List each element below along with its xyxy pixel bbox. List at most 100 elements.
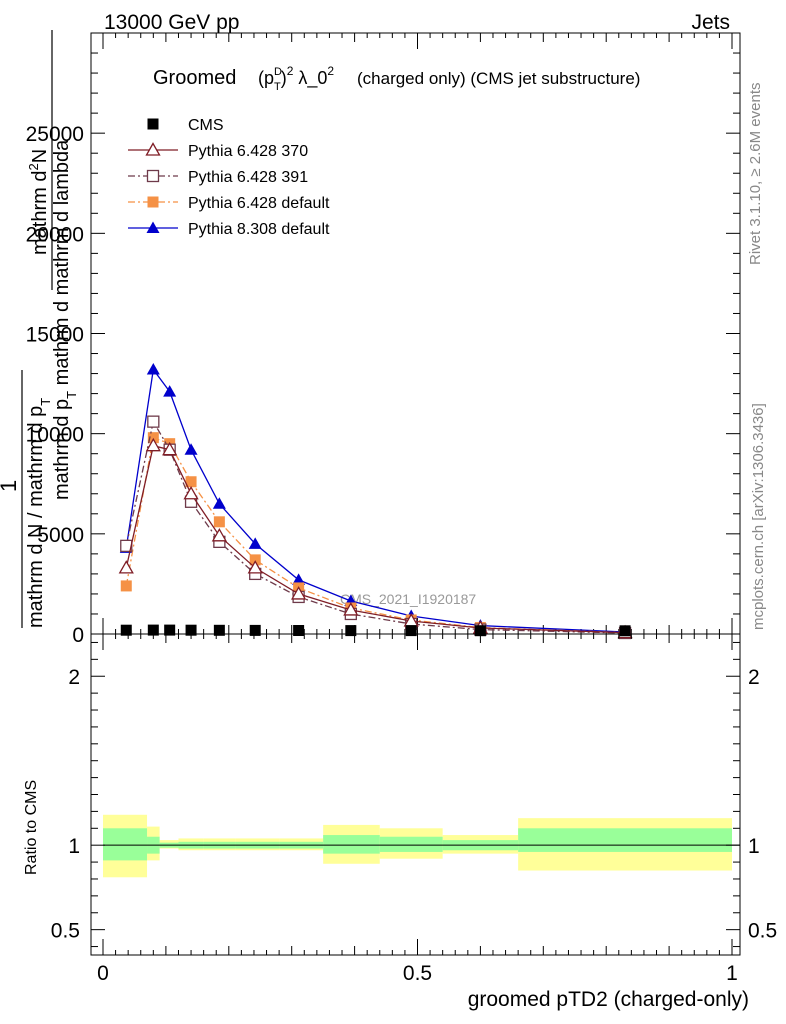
y-tick-label: 10000 — [26, 424, 84, 447]
ylabel-dpt-part2: mathrm d mathrm d lambda — [51, 139, 73, 391]
main-y-axis-label: mathrm d2N mathrm d pT mathrm d mathrm d… — [0, 30, 79, 628]
series-cms-data — [120, 624, 631, 637]
ylabel-denominator-text: mathrm d N / mathrm d p — [25, 406, 47, 628]
legend-entry: Pythia 6.428 391 — [128, 169, 308, 186]
ratio-plot-frame — [90, 633, 741, 956]
ylabel-d2n-part2: N — [29, 149, 51, 163]
ratio-tick-label-left: 2 — [68, 666, 80, 689]
ratio-x-axis: 0 0.5 1 — [97, 634, 738, 985]
data-point — [211, 528, 227, 542]
ratio-tick-label-left: 1 — [68, 835, 80, 858]
ylabel-d2n-part1: mathrm d — [29, 171, 51, 255]
data-point — [147, 415, 160, 428]
data-point — [120, 580, 132, 592]
ylabel-d2n-sup: 2 — [26, 163, 41, 170]
legend-entry: Pythia 6.428 default — [128, 195, 330, 212]
legend-label: CMS — [188, 117, 224, 134]
ratio-tick-label-right: 2 — [748, 666, 760, 689]
y-tick-label: 25000 — [26, 123, 84, 146]
legend-entry: CMS — [147, 117, 224, 134]
data-point — [293, 624, 305, 636]
data-point — [212, 497, 226, 509]
data-point — [249, 554, 261, 566]
data-point — [213, 624, 225, 636]
main-y-axis: 0 5000 10000 15000 20000 25000 — [26, 32, 740, 647]
data-point — [405, 625, 417, 637]
title-rest: (charged only) (CMS jet substructure) — [357, 69, 640, 88]
rivet-label: Rivet 3.1.10, ≥ 2.6M events — [747, 83, 764, 266]
data-point — [249, 624, 261, 636]
title-prefix: Groomed — [153, 67, 236, 89]
data-point — [474, 625, 486, 637]
data-point — [147, 432, 159, 444]
y-tick-label: 15000 — [26, 324, 84, 347]
mcplots-label: mcplots.cern.ch [arXiv:1306.3436] — [750, 403, 767, 630]
data-point — [343, 602, 359, 616]
ylabel-dpt-part1: mathrm d p — [51, 399, 73, 500]
legend-entry: Pythia 8.308 default — [128, 221, 330, 238]
ratio-band-inner — [323, 835, 380, 854]
ratio-band-inner — [518, 828, 732, 852]
data-point — [120, 624, 132, 636]
data-point — [291, 586, 307, 600]
data-point — [184, 443, 198, 455]
ratio-tick-label-right: 1 — [748, 835, 760, 858]
legend-marker — [146, 169, 160, 183]
legend: CMS Pythia 6.428 370 Pythia 6.428 391 Pythi… — [128, 117, 330, 238]
ratio-bands — [103, 814, 732, 878]
data-point — [185, 476, 197, 488]
ylabel-denominator-sub: T — [38, 398, 53, 406]
plot-title: Groomed (pD T)2 λ_02 (charged only) (CMS … — [153, 64, 640, 93]
ylabel-d2n: mathrm d2N — [26, 149, 51, 255]
y-tick-label: 5000 — [37, 524, 84, 547]
ratio-tick-label-right: 0.5 — [748, 920, 777, 943]
y-tick-label: 20000 — [26, 223, 84, 246]
legend-marker — [145, 142, 161, 156]
data-point — [247, 560, 263, 574]
ratio-band-inner — [103, 828, 148, 861]
data-point — [185, 624, 197, 636]
series-line — [125, 419, 626, 634]
data-point — [162, 441, 178, 456]
legend-label: Pythia 6.428 391 — [188, 169, 308, 186]
x-tick-label: 0.5 — [403, 962, 432, 985]
series-line — [125, 436, 626, 634]
ylabel-denominator: mathrm d N / mathrm d pT — [25, 398, 53, 628]
series-mc-1 — [118, 437, 633, 639]
legend-label: Pythia 6.428 default — [188, 195, 330, 212]
data-point — [619, 625, 631, 637]
x-axis-label: groomed pTD2 (charged-only) — [468, 988, 749, 1011]
data-point — [147, 624, 159, 636]
data-point — [213, 516, 225, 528]
legend-entry: Pythia 6.428 370 — [128, 142, 308, 160]
data-point — [118, 560, 134, 574]
legend-marker — [146, 221, 160, 233]
ylabel-dpt-sub: T — [64, 391, 79, 399]
category-label: Jets — [691, 11, 730, 34]
energy-label: 13000 GeV pp — [104, 11, 239, 34]
data-point — [164, 624, 176, 636]
y-tick-label: 0 — [72, 624, 84, 647]
x-tick-label: 0 — [97, 962, 109, 985]
data-point — [345, 625, 357, 637]
ylabel-dpt: mathrm d pT mathrm d mathrm d lambda — [51, 139, 79, 500]
data-point — [163, 385, 177, 397]
data-point — [146, 363, 160, 375]
x-tick-label: 1 — [726, 962, 738, 985]
ratio-band-inner — [379, 836, 443, 852]
legend-label: Pythia 8.308 default — [188, 221, 330, 238]
legend-marker — [147, 196, 159, 208]
ratio-y-axis-label: Ratio to CMS — [23, 780, 40, 875]
ylabel-one: 1 — [0, 480, 21, 492]
series-layer — [118, 363, 633, 640]
ratio-y-axis: 0.5 0.5 1 1 2 2 — [51, 641, 777, 948]
ratio-tick-label-left: 0.5 — [51, 920, 80, 943]
data-point — [145, 437, 161, 452]
title-formula: (pD T)2 λ_02 — [258, 64, 334, 93]
data-point — [248, 537, 262, 549]
data-point — [183, 485, 199, 500]
legend-label: Pythia 6.428 370 — [188, 143, 308, 160]
legend-marker — [147, 118, 159, 130]
data-point — [292, 573, 306, 585]
